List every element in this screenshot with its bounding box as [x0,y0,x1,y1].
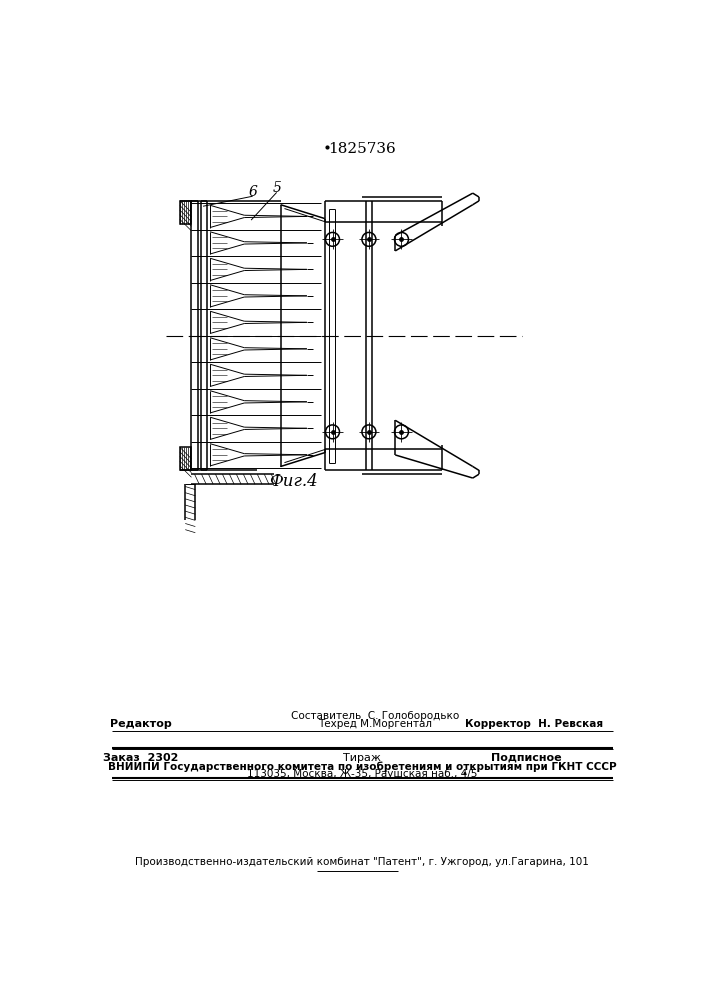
Text: ВНИИПИ Государственного комитета по изобретениям и открытиям при ГКНТ СССР: ВНИИПИ Государственного комитета по изоб… [107,762,617,772]
Text: Производственно-издательский комбинат "Патент", г. Ужгород, ул.Гагарина, 101: Производственно-издательский комбинат "П… [135,857,589,867]
Text: Заказ  2302: Заказ 2302 [103,753,179,763]
Bar [180,201,192,224]
Text: 5: 5 [272,181,281,195]
Text: 113035, Москва, Ж-35, Раушская наб., 4/5: 113035, Москва, Ж-35, Раушская наб., 4/5 [247,769,477,779]
Text: Подписное: Подписное [491,753,561,763]
Text: Техред М.Моргентал: Техред М.Моргентал [318,719,432,729]
Text: Составитель  С. Голобородько: Составитель С. Голобородько [291,711,460,721]
Text: Редактор: Редактор [110,719,172,729]
Text: •: • [461,769,467,779]
Text: 1825736: 1825736 [328,142,396,156]
Bar [180,447,192,470]
Text: Фиг.4: Фиг.4 [269,473,318,490]
Text: Тираж: Тираж [343,753,381,763]
Text: Корректор  Н. Ревская: Корректор Н. Ревская [465,719,603,729]
Text: 6: 6 [248,185,257,199]
